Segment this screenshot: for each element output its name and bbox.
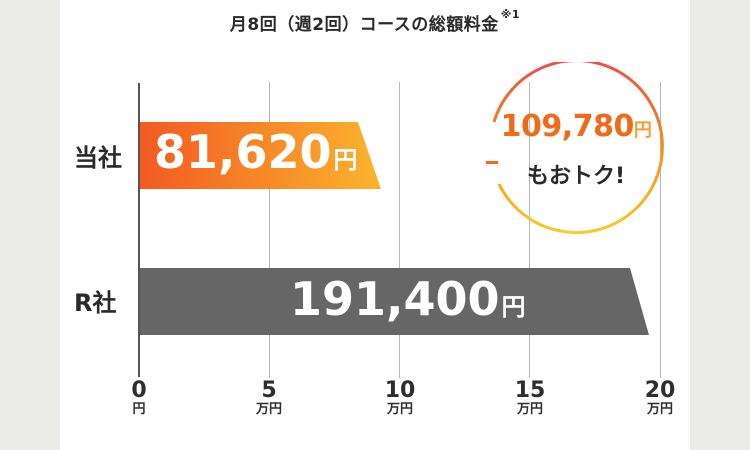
bar-ours: 81,620円 bbox=[140, 122, 385, 190]
x-tick-15: 15 万円 bbox=[514, 378, 546, 418]
bar-competitor-value: 191,400円 bbox=[290, 272, 526, 326]
x-tick-5: 5 万円 bbox=[255, 378, 282, 418]
savings-text: もおトク! bbox=[526, 164, 626, 189]
chart-title-text: 月8回（週2回）コースの総額料金 bbox=[229, 15, 499, 35]
x-tick-10: 10 万円 bbox=[384, 378, 416, 418]
chart-panel bbox=[60, 0, 690, 450]
row-label-competitor: R社 bbox=[74, 289, 117, 317]
gridline-15 bbox=[529, 82, 530, 378]
x-tick-20: 20 万円 bbox=[644, 378, 676, 418]
chart-title: 月8回（週2回）コースの総額料金※1 bbox=[0, 8, 750, 35]
gridline-5 bbox=[269, 82, 270, 378]
bar-ours-shape bbox=[140, 122, 381, 189]
bar-ours-value: 81,620円 bbox=[154, 125, 358, 179]
badge-ring bbox=[486, 62, 664, 234]
savings-badge: 109,780円 もおトク! bbox=[486, 62, 666, 242]
bar-competitor-shape bbox=[140, 268, 649, 335]
axis-zero-line bbox=[138, 83, 140, 377]
footnote-marker: ※1 bbox=[500, 8, 521, 21]
bar-competitor: 191,400円 bbox=[140, 268, 652, 336]
gridline-10 bbox=[399, 82, 400, 378]
row-label-ours: 当社 bbox=[74, 144, 122, 172]
gridline-20 bbox=[660, 82, 661, 378]
savings-amount: 109,780円 bbox=[500, 109, 652, 144]
